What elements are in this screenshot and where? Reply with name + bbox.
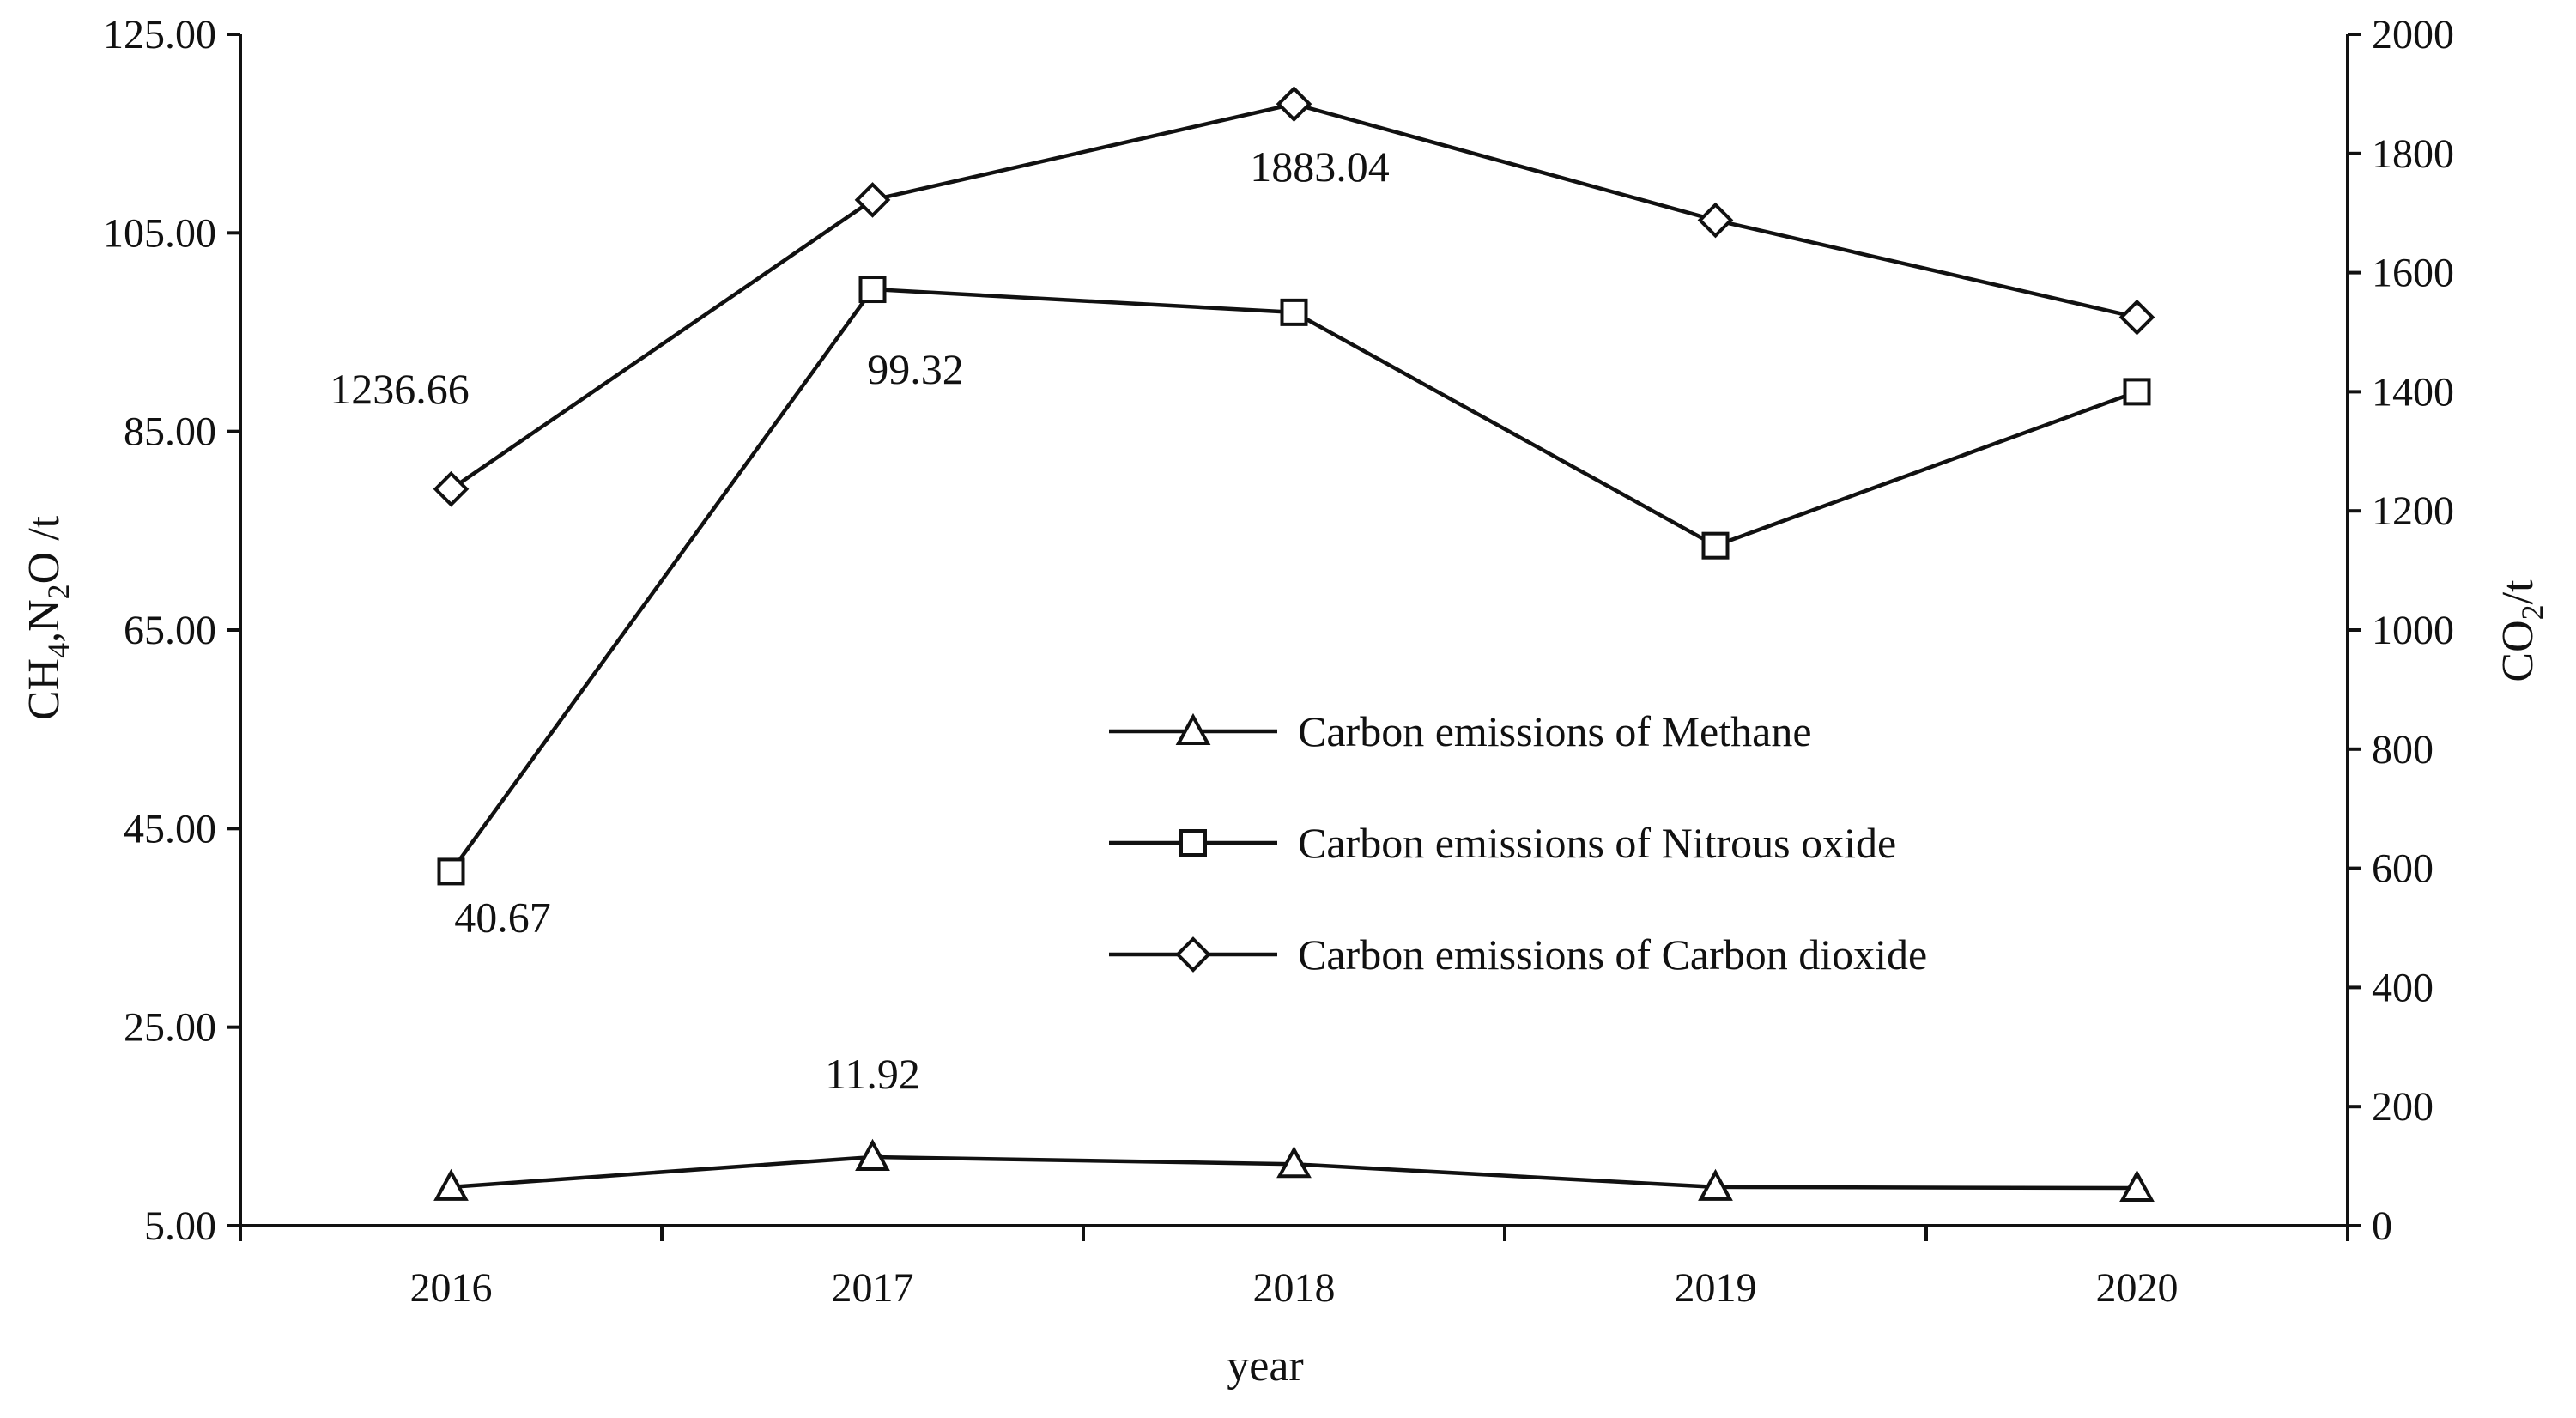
data-point-triangle bbox=[433, 1168, 469, 1201]
left-y-tick-label: 125.00 bbox=[103, 12, 216, 58]
right-y-tick-label: 0 bbox=[2372, 1203, 2392, 1249]
data-point-square bbox=[1701, 531, 1730, 560]
left-y-ticks: 5.00 25.00 45.00 65.00 85.00 105.00 125.00 bbox=[103, 12, 240, 1249]
data-point-diamond bbox=[2118, 299, 2155, 336]
left-y-tick-label: 5.00 bbox=[144, 1203, 216, 1249]
right-y-tick-label: 800 bbox=[2372, 727, 2434, 773]
data-point-triangle bbox=[1698, 1168, 1733, 1201]
x-tick-label: 2020 bbox=[2096, 1265, 2179, 1311]
data-point-square bbox=[858, 276, 887, 304]
legend-item: Carbon emissions of Carbon dioxide bbox=[1109, 930, 1927, 979]
data-point-square bbox=[2123, 378, 2151, 406]
data-point-diamond bbox=[1697, 202, 1734, 239]
left-y-tick-label: 85.00 bbox=[124, 409, 216, 455]
left-y-axis-title-rest: O /t bbox=[20, 515, 69, 584]
left-y-tick-label: 45.00 bbox=[124, 806, 216, 851]
series-triangle bbox=[433, 1138, 2155, 1203]
right-y-axis-title: CO2/t bbox=[2494, 579, 2549, 682]
series-square bbox=[437, 276, 2151, 886]
right-y-tick-label: 600 bbox=[2372, 846, 2434, 892]
legend-marker-diamond bbox=[1175, 936, 1211, 973]
legend-marker-square bbox=[1179, 829, 1207, 857]
data-point-triangle bbox=[1276, 1146, 1312, 1179]
data-point-triangle bbox=[855, 1138, 890, 1171]
data-point-diamond bbox=[1276, 86, 1312, 122]
legend-label: Carbon emissions of Nitrous oxide bbox=[1298, 819, 1896, 867]
legend: Carbon emissions of Methane Carbon emissi… bbox=[1109, 707, 1927, 979]
right-y-tick-label: 1800 bbox=[2372, 131, 2454, 177]
series-layer bbox=[433, 86, 2155, 1203]
x-ticks: 2016 2017 2018 2019 2020 bbox=[239, 1226, 2349, 1311]
data-point-square bbox=[437, 857, 465, 886]
data-label: 1236.66 bbox=[330, 365, 470, 413]
x-axis-title: year bbox=[1227, 1342, 1303, 1391]
left-y-axis-title-sub2: 2 bbox=[41, 584, 76, 599]
x-tick-label: 2016 bbox=[410, 1265, 493, 1311]
data-point-triangle bbox=[2119, 1169, 2155, 1203]
right-y-tick-label: 1000 bbox=[2372, 608, 2454, 653]
left-y-tick-label: 65.00 bbox=[124, 608, 216, 653]
left-y-axis-title-mid: ,N bbox=[20, 599, 69, 643]
data-point-diamond bbox=[433, 470, 470, 507]
data-point-diamond bbox=[854, 182, 891, 218]
right-y-axis-title-sub: 2 bbox=[2515, 604, 2549, 620]
right-y-tick-label: 1200 bbox=[2372, 488, 2454, 534]
x-tick-label: 2017 bbox=[832, 1265, 914, 1311]
left-y-axis-title-base: CH bbox=[20, 658, 69, 720]
left-y-tick-label: 25.00 bbox=[124, 1005, 216, 1051]
right-y-tick-label: 2000 bbox=[2372, 12, 2454, 58]
data-label: 99.32 bbox=[867, 345, 964, 393]
right-y-tick-label: 1400 bbox=[2372, 369, 2454, 415]
right-y-tick-label: 400 bbox=[2372, 965, 2434, 1010]
legend-item: Carbon emissions of Nitrous oxide bbox=[1109, 819, 1896, 867]
data-label: 40.67 bbox=[454, 893, 551, 941]
right-y-tick-label: 200 bbox=[2372, 1084, 2434, 1130]
right-y-tick-label: 1600 bbox=[2372, 251, 2454, 296]
right-y-axis-title-rest: /t bbox=[2494, 579, 2543, 604]
data-point-square bbox=[1280, 298, 1308, 326]
legend-item: Carbon emissions of Methane bbox=[1109, 707, 1812, 755]
data-labels: 1236.66 1883.04 99.32 40.67 11.92 bbox=[330, 142, 1390, 1098]
x-tick-label: 2019 bbox=[1675, 1265, 1757, 1311]
data-label: 11.92 bbox=[825, 1050, 920, 1098]
legend-marker-triangle bbox=[1175, 712, 1211, 745]
x-tick-label: 2018 bbox=[1253, 1265, 1336, 1311]
legend-label: Carbon emissions of Methane bbox=[1298, 707, 1812, 755]
left-y-tick-label: 105.00 bbox=[103, 210, 216, 256]
legend-label: Carbon emissions of Carbon dioxide bbox=[1298, 930, 1927, 979]
left-y-axis-title-sub1: 4 bbox=[41, 643, 76, 658]
data-label: 1883.04 bbox=[1250, 142, 1390, 191]
right-y-ticks: 0 200 400 600 800 1000 1200 1400 1600 1800 2000 bbox=[2348, 12, 2454, 1249]
right-y-axis-title-base: CO bbox=[2494, 620, 2543, 682]
series-diamond bbox=[433, 86, 2155, 507]
left-y-axis-title: CH4,N2O /t bbox=[20, 515, 76, 720]
